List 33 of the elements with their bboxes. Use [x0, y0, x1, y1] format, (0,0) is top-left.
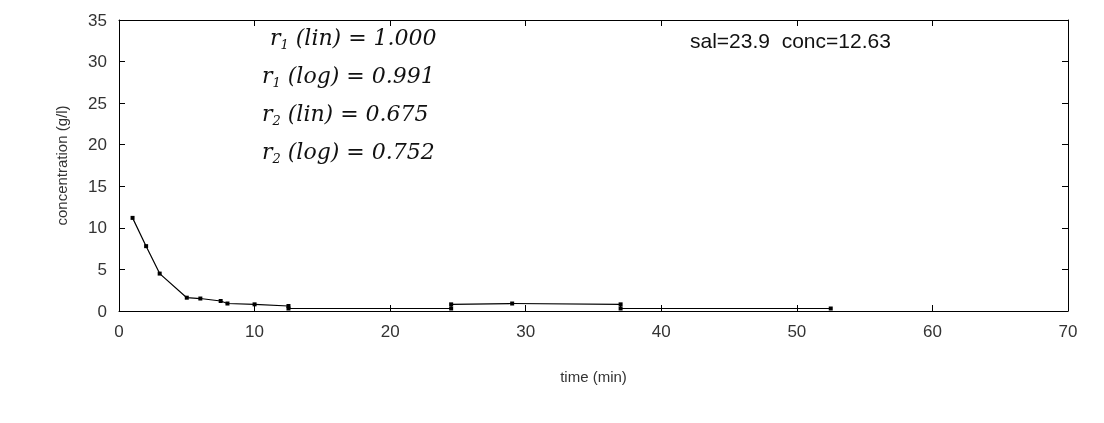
- annotation: sal=23.9 conc=12.63: [690, 29, 891, 52]
- x-axis-title: time (min): [560, 368, 627, 385]
- x-tick-label: 50: [787, 322, 807, 341]
- x-tick-label: 40: [651, 322, 671, 341]
- x-tick-label: 20: [380, 322, 400, 341]
- y-tick-label: 0: [97, 301, 107, 321]
- point: [218, 299, 223, 304]
- point: [198, 296, 203, 301]
- point: [130, 215, 135, 220]
- point: [618, 306, 623, 311]
- y-tick-label: 30: [88, 52, 107, 72]
- point: [225, 301, 230, 306]
- x-tick-label: 60: [922, 322, 942, 341]
- y-axis-title: concentration (g/l): [53, 105, 70, 226]
- point: [510, 301, 515, 306]
- point: [157, 271, 162, 276]
- y-tick-label: 15: [88, 176, 107, 196]
- point: [618, 302, 623, 307]
- point: [184, 295, 189, 300]
- y-tick-label: 35: [88, 10, 107, 30]
- point: [252, 302, 257, 307]
- x-tick-label: 70: [1058, 322, 1078, 341]
- x-tick-label: 30: [516, 322, 536, 341]
- y-tick-label: 10: [88, 218, 107, 238]
- point: [449, 302, 454, 307]
- y-tick-label: 5: [97, 259, 107, 279]
- point: [828, 306, 833, 311]
- x-tick-label: 10: [245, 322, 265, 341]
- y-tick-label: 25: [88, 93, 107, 113]
- y-tick-label: 20: [88, 135, 107, 155]
- x-tick-label: 0: [114, 322, 124, 341]
- point: [449, 306, 454, 311]
- point: [144, 244, 149, 249]
